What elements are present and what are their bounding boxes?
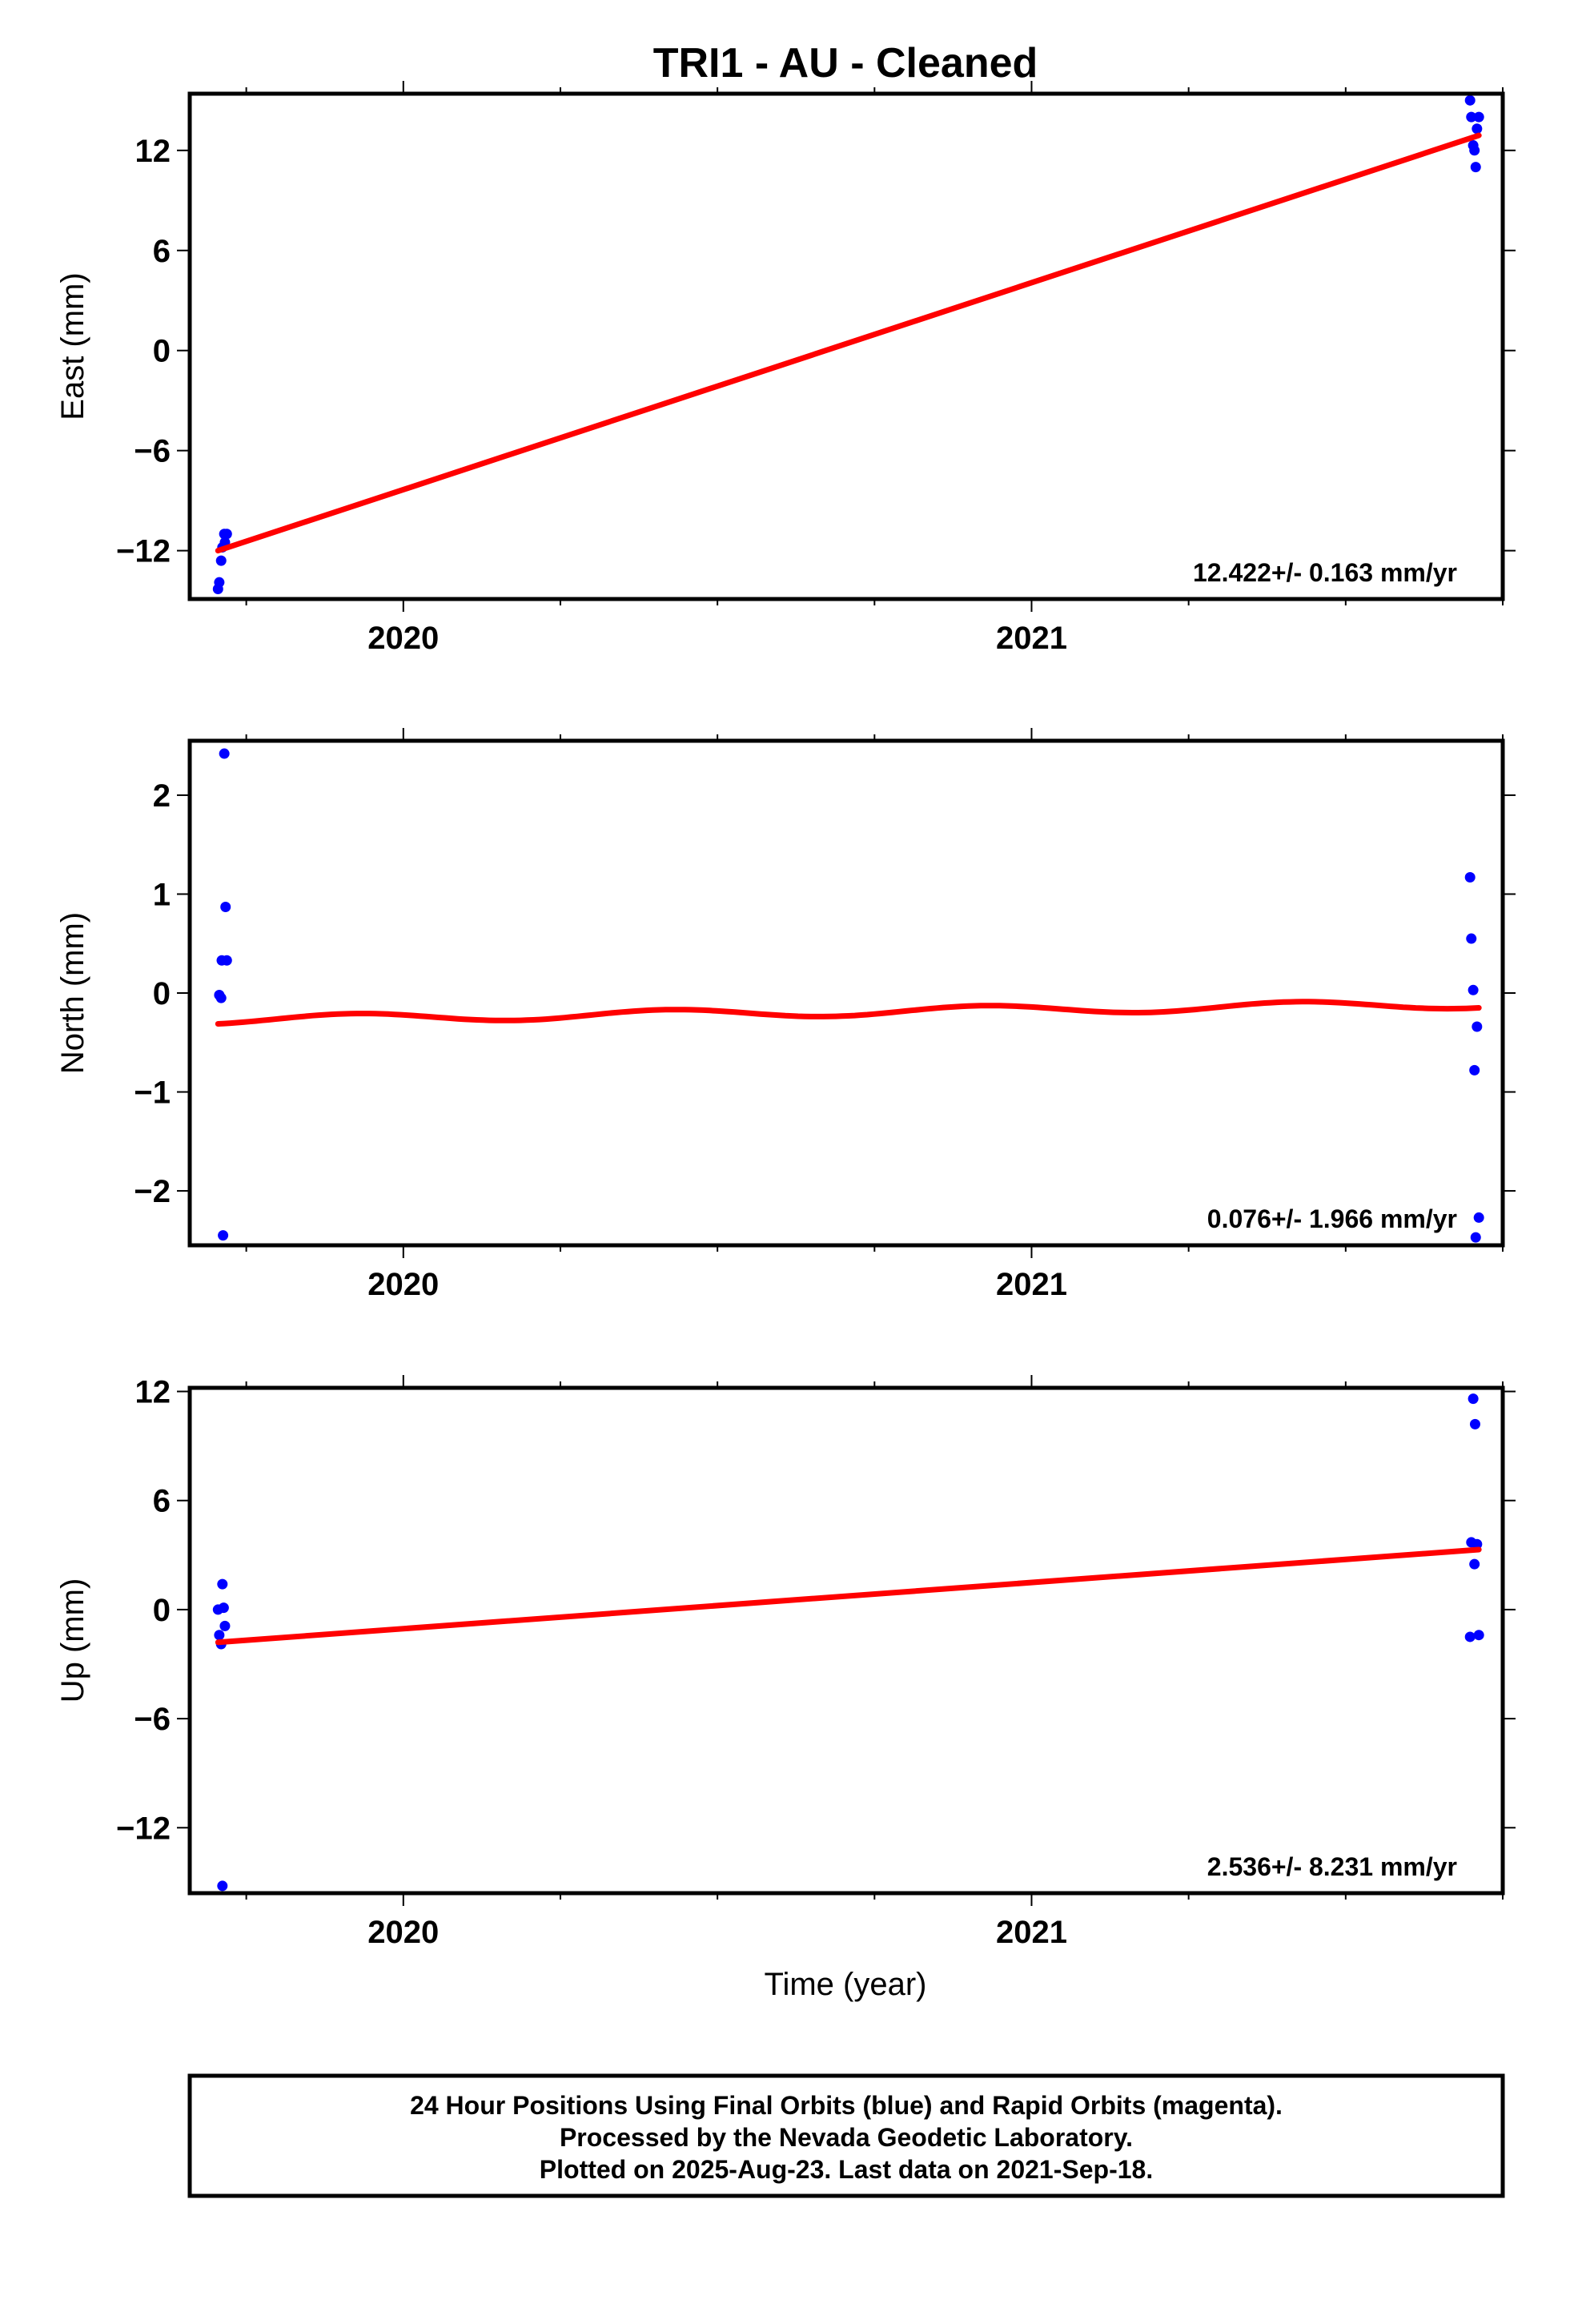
north-y-tick-label: −2 (134, 1174, 171, 1209)
up-plot-area (212, 1393, 1484, 1892)
east-rate-label: 12.422+/- 0.163 mm/yr (1193, 558, 1457, 587)
up-y-tick-label: 6 (153, 1484, 171, 1519)
north-data-point (218, 1230, 229, 1241)
north-data-point (220, 902, 231, 913)
north-data-point (1473, 1212, 1484, 1223)
up-data-point (219, 1620, 231, 1631)
north-data-point (1464, 871, 1476, 883)
north-data-point (221, 955, 232, 966)
up-data-point (217, 1880, 228, 1892)
chart-title: TRI1 - AU - Cleaned (653, 40, 1038, 86)
north-plot-area (214, 748, 1484, 1243)
footer-line-2: Processed by the Nevada Geodetic Laborat… (560, 2123, 1133, 2152)
east-fit-line (215, 132, 1482, 554)
north-data-point (1469, 1064, 1480, 1076)
up-x-tick-label: 2021 (996, 1915, 1067, 1950)
up-plot-frame (187, 1385, 1505, 1896)
east-data-point (1472, 123, 1483, 135)
north-x-tick-label: 2021 (996, 1267, 1067, 1302)
up-y-tick-label: 12 (135, 1375, 171, 1410)
north-data-point (1470, 1232, 1481, 1243)
north-plot-frame (187, 738, 1505, 1248)
east-data-point (1473, 111, 1484, 123)
up-data-point (218, 1602, 229, 1614)
north-data-point (1466, 933, 1477, 944)
north-panel: 2020 2021 −2 −1 0 1 2 North (mm) 0.076+/- 1.966 … (55, 728, 1516, 1302)
east-y-tick-label: −6 (134, 434, 171, 469)
up-data-point (1473, 1630, 1484, 1641)
east-data-point (1464, 94, 1476, 106)
north-x-tick-label: 2020 (367, 1267, 439, 1302)
up-data-point (217, 1578, 228, 1590)
east-y-axis-label: East (mm) (55, 272, 90, 420)
east-x-tick-label: 2021 (996, 621, 1067, 656)
north-y-tick-label: 2 (153, 778, 171, 814)
north-rate-label: 0.076+/- 1.966 mm/yr (1207, 1204, 1457, 1233)
footer-line-1: 24 Hour Positions Using Final Orbits (bl… (410, 2091, 1283, 2120)
east-data-point (1466, 111, 1477, 123)
up-data-point (1468, 1393, 1479, 1405)
up-y-tick-label: 0 (153, 1593, 171, 1628)
up-y-tick-label: −6 (134, 1702, 171, 1737)
north-data-point (215, 992, 227, 1003)
up-y-axis-label: Up (mm) (55, 1578, 90, 1703)
up-data-point (1469, 1418, 1480, 1429)
up-rate-label: 2.536+/- 8.231 mm/yr (1207, 1852, 1457, 1881)
footer-frame (187, 2073, 1505, 2198)
east-y-tick-label: −12 (116, 534, 171, 569)
up-data-point (1469, 1558, 1480, 1570)
east-y-tick-label: 12 (135, 134, 171, 169)
up-data-point (1472, 1538, 1483, 1550)
up-fit-line (215, 1546, 1482, 1646)
east-x-tick-label: 2020 (367, 621, 439, 656)
north-data-point (219, 748, 230, 759)
east-y-tick-label: 6 (153, 234, 171, 269)
east-data-point (1469, 145, 1480, 156)
up-data-point (1464, 1631, 1476, 1642)
x-axis-label: Time (year) (765, 1967, 927, 2002)
east-data-point (214, 577, 225, 588)
east-data-point (1470, 162, 1481, 173)
up-x-tick-label: 2020 (367, 1915, 439, 1950)
up-panel: 2020 2021 −12 −6 0 6 12 Up (mm) 2.536+/- 8.231 m… (55, 1375, 1516, 1950)
footer-line-3: Plotted on 2025-Aug-23. Last data on 202… (540, 2155, 1153, 2184)
up-y-tick-label: −12 (116, 1811, 171, 1846)
north-y-tick-label: 0 (153, 976, 171, 1011)
east-plot-area (212, 94, 1484, 595)
north-y-axis-label: North (mm) (55, 912, 90, 1074)
north-y-tick-label: 1 (153, 877, 171, 912)
north-data-point (1472, 1021, 1483, 1032)
east-data-point (221, 529, 232, 540)
north-fit-curve (215, 999, 1482, 1027)
north-data-point (1468, 984, 1479, 995)
east-panel: 2020 2021 −12 −6 0 6 12 East (mm) 12.422+/- 0.16… (55, 81, 1516, 656)
east-y-tick-label: 0 (153, 334, 171, 369)
footer-box: 24 Hour Positions Using Final Orbits (bl… (187, 2073, 1505, 2198)
east-plot-frame (187, 91, 1505, 601)
up-data-point (214, 1630, 225, 1641)
north-y-tick-label: −1 (134, 1076, 171, 1111)
east-data-point (215, 555, 227, 566)
